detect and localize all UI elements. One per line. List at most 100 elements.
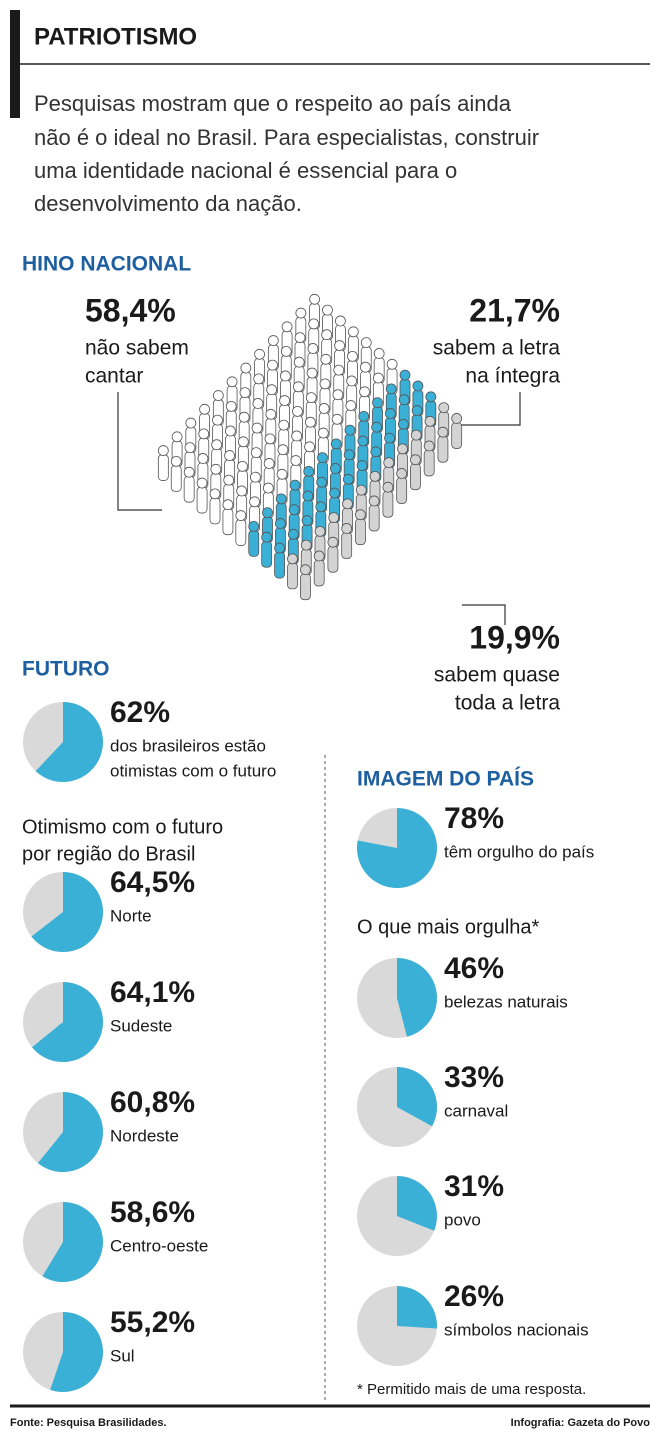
figure-head — [412, 380, 424, 392]
intro-line: Pesquisas mostram que o respeito ao país… — [34, 91, 512, 116]
figure-head — [287, 553, 298, 565]
figure-head — [398, 394, 410, 406]
value-label: 33% — [444, 1061, 504, 1094]
figure-head — [239, 387, 251, 399]
figure-group — [157, 293, 398, 546]
figure-body — [248, 529, 260, 557]
figure-head — [309, 293, 320, 305]
value-label: 46% — [444, 952, 504, 985]
pie-slice — [35, 702, 104, 782]
category-label: sabem a letra — [433, 337, 561, 360]
source: Fonte: Pesquisa Brasilidades. — [10, 1417, 167, 1429]
figure-head — [210, 463, 222, 475]
figure-head — [238, 411, 250, 423]
figure-head — [196, 477, 208, 489]
category-label: povo — [444, 1210, 481, 1229]
figure-body — [183, 475, 195, 503]
figure-head — [321, 329, 333, 341]
figure-body — [451, 422, 463, 449]
figure-head — [320, 353, 332, 365]
figure-body — [327, 545, 339, 573]
category-label: otimistas com o futuro — [110, 761, 276, 780]
figure-head — [250, 447, 262, 459]
figure-head — [290, 455, 302, 466]
figure-head — [253, 373, 265, 385]
figure-body — [410, 463, 421, 491]
value-label: 60,8% — [110, 1086, 195, 1119]
figure-body — [355, 518, 366, 546]
figure-body — [382, 490, 394, 518]
figure-head — [157, 445, 169, 456]
figure-head — [371, 421, 383, 433]
figure-body — [423, 449, 435, 477]
figure-head — [384, 432, 395, 444]
figure-head — [316, 476, 328, 488]
figure-head — [317, 427, 329, 439]
pie-slice — [397, 1286, 438, 1329]
figure-head — [397, 418, 409, 430]
figure-head — [249, 496, 260, 508]
figure-head — [451, 413, 463, 424]
figure-head — [355, 509, 366, 521]
figure-head — [280, 345, 292, 357]
figure-head — [334, 340, 345, 351]
figure-head — [314, 525, 326, 537]
section-title: HINO NACIONAL — [22, 253, 191, 276]
figure-head — [355, 484, 367, 496]
figure-head — [425, 391, 437, 403]
figure-head — [331, 413, 343, 425]
pie-slice — [32, 982, 104, 1063]
value-label: 26% — [444, 1280, 504, 1313]
figure-head — [305, 392, 317, 404]
figure-head — [399, 369, 411, 381]
pie-slice — [31, 872, 103, 952]
figure-head — [345, 400, 357, 411]
figure-head — [383, 457, 395, 469]
figure-head — [183, 466, 195, 478]
value-label: 19,9% — [469, 619, 560, 655]
figure-head — [226, 376, 238, 388]
figure-head — [347, 350, 358, 362]
figure-head — [304, 441, 315, 453]
figure-body — [222, 508, 234, 536]
figure-head — [262, 482, 274, 494]
figure-body — [209, 497, 221, 525]
category-label: Sudeste — [110, 1016, 172, 1035]
figure-head — [251, 422, 263, 434]
figure-head — [287, 528, 299, 540]
figure-head — [209, 488, 221, 500]
figure-head — [358, 410, 370, 422]
figure-head — [300, 564, 311, 576]
category-label: Centro-oeste — [110, 1236, 208, 1255]
figure-head — [291, 430, 303, 442]
figure-head — [410, 454, 421, 466]
figure-body — [341, 532, 353, 559]
figure-head — [347, 326, 359, 338]
figure-head — [360, 337, 372, 349]
figure-head — [264, 433, 276, 445]
figure-body — [300, 573, 311, 601]
intro-line: desenvolvimento da nação. — [34, 191, 302, 216]
figure-head — [305, 416, 316, 428]
figure-head — [301, 515, 313, 526]
figure-head — [171, 431, 183, 443]
figure-head — [328, 512, 340, 524]
pie-slice — [397, 1175, 437, 1231]
pie-slice — [37, 1092, 103, 1172]
figure-head — [248, 520, 260, 532]
figure-head — [438, 402, 450, 414]
figure-head — [397, 443, 408, 455]
figure-head — [275, 518, 286, 529]
figure-head — [322, 304, 333, 316]
category-label: símbolos nacionais — [444, 1320, 589, 1339]
figure-body — [274, 551, 285, 579]
figure-head — [382, 481, 394, 493]
credit: Infografia: Gazeta do Povo — [511, 1417, 651, 1429]
figure-head — [317, 452, 328, 464]
figure-head — [276, 468, 288, 480]
pie-slice — [397, 1067, 437, 1127]
figure-head — [332, 389, 344, 401]
value-label: 64,1% — [110, 976, 195, 1009]
figure-body — [157, 454, 169, 481]
figure-head — [289, 479, 301, 491]
